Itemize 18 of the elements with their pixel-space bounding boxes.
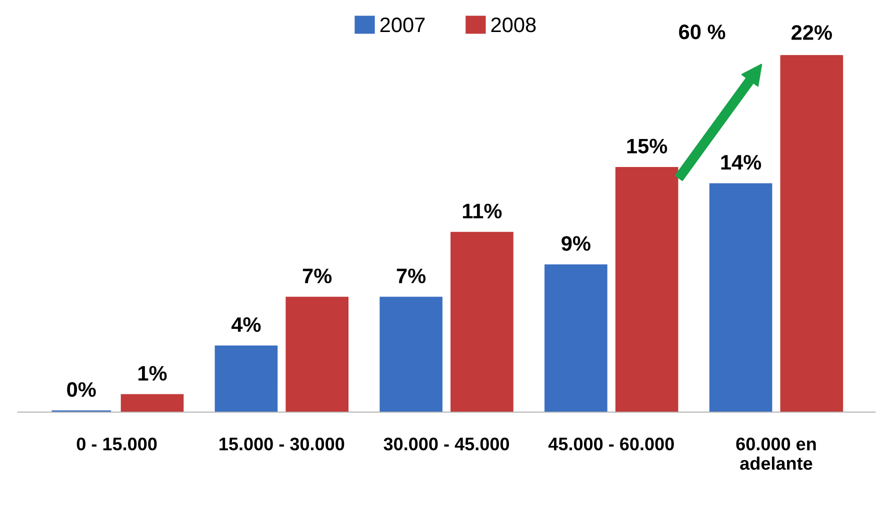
- x-tick-label: 15.000 - 30.000: [220, 438, 344, 450]
- x-tick-label: 30.000 - 45.000: [384, 438, 510, 450]
- text: 60 %: [679, 24, 726, 40]
- legend-label: 2007: [380, 18, 425, 32]
- data-label: 15%: [627, 138, 668, 154]
- data-label: 22%: [792, 25, 832, 40]
- data-label: 4%: [231, 317, 261, 332]
- x-tick-label: 0 - 15.000: [76, 438, 157, 450]
- x-tick-label: 60.000 en adelante: [736, 438, 816, 470]
- legend-label: 2008: [491, 18, 536, 32]
- data-label: 14%: [721, 155, 762, 170]
- x-tick-label: 45.000 - 60.000: [548, 438, 674, 450]
- data-label: 0%: [67, 382, 96, 397]
- data-label: 11%: [462, 204, 502, 218]
- data-label: 9%: [562, 236, 590, 251]
- data-label: 1%: [138, 366, 167, 381]
- data-label: 7%: [302, 268, 332, 284]
- data-label: 7%: [396, 268, 426, 284]
